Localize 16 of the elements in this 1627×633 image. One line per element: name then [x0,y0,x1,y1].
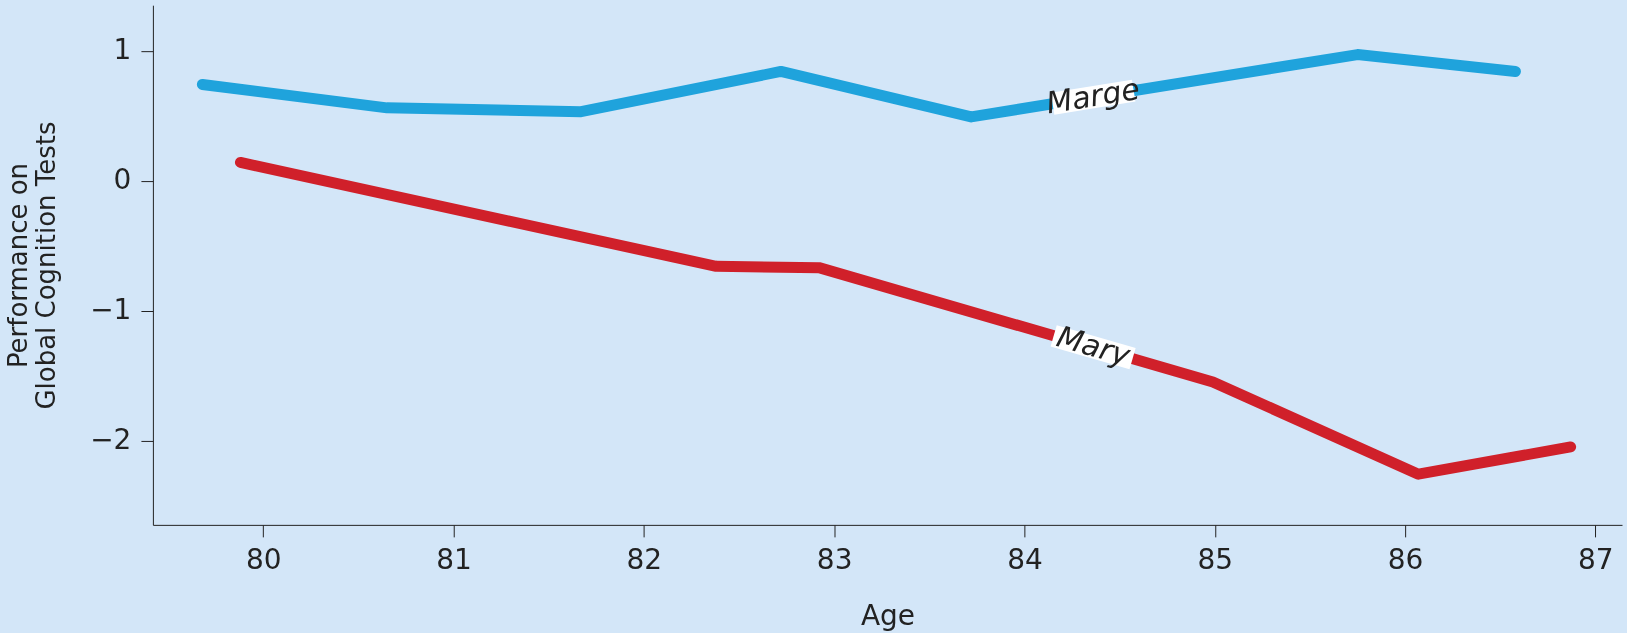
x-tick-label: 81 [436,543,472,577]
y-axis-title: Performance on Global Cognition Tests [3,121,62,410]
x-tick-label: 82 [626,543,663,577]
x-tick-label: 87 [1578,543,1614,577]
x-tick-label: 84 [1007,543,1043,577]
y-tick-label: 0 [113,163,132,197]
y-tick-label: −1 [90,293,132,326]
y-tick-label: 1 [113,33,132,67]
x-tick-label: 86 [1387,543,1424,577]
text: Mary [1053,318,1136,374]
x-tick-label: 85 [1197,543,1234,577]
x-tick-label: 83 [816,543,853,577]
y-tick-label: −2 [90,422,132,456]
x-axis-title: Age [860,599,916,633]
x-tick-label: 80 [245,543,282,577]
text: Marge [1043,70,1143,121]
